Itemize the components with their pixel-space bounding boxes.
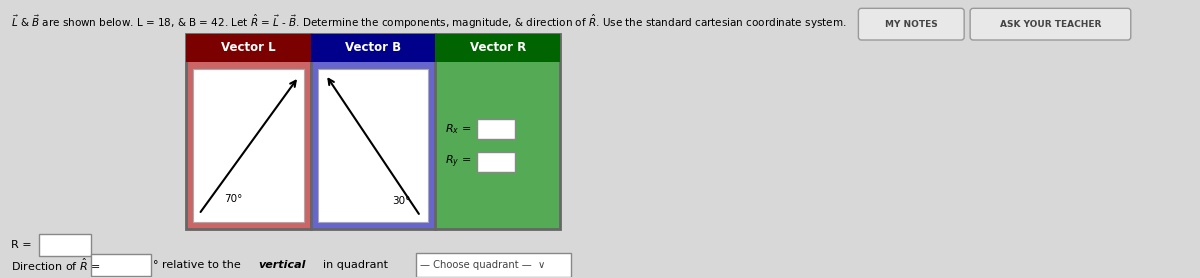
Text: ASK YOUR TEACHER: ASK YOUR TEACHER	[1000, 20, 1102, 29]
Text: $\vec{L}$ & $\vec{B}$ are shown below. L = 18, & B = 42. Let $\hat{R}$ = $\vec{L: $\vec{L}$ & $\vec{B}$ are shown below. L…	[11, 13, 847, 31]
FancyBboxPatch shape	[478, 152, 515, 172]
FancyBboxPatch shape	[186, 34, 311, 62]
Text: in quadrant: in quadrant	[323, 260, 388, 270]
FancyBboxPatch shape	[40, 234, 91, 256]
Text: — Choose quadrant —  ∨: — Choose quadrant — ∨	[420, 260, 546, 270]
Text: Direction of $\hat{R}$ =: Direction of $\hat{R}$ =	[11, 257, 101, 273]
FancyBboxPatch shape	[436, 34, 560, 229]
Text: MY NOTES: MY NOTES	[884, 20, 937, 29]
FancyBboxPatch shape	[91, 254, 151, 275]
Text: vertical: vertical	[259, 260, 306, 270]
Text: $R_y$ =: $R_y$ =	[445, 154, 472, 170]
FancyBboxPatch shape	[318, 69, 428, 222]
Text: 70°: 70°	[224, 194, 242, 204]
Text: Vector B: Vector B	[344, 41, 401, 54]
FancyBboxPatch shape	[858, 8, 964, 40]
Text: ° relative to the: ° relative to the	[154, 260, 241, 270]
Text: Vector L: Vector L	[221, 41, 276, 54]
Text: 30°: 30°	[392, 196, 410, 206]
FancyBboxPatch shape	[436, 34, 560, 62]
Text: $R_x$ =: $R_x$ =	[445, 122, 472, 135]
FancyBboxPatch shape	[970, 8, 1130, 40]
Text: Vector R: Vector R	[469, 41, 526, 54]
FancyBboxPatch shape	[311, 34, 436, 229]
FancyBboxPatch shape	[311, 34, 436, 62]
FancyBboxPatch shape	[416, 253, 571, 277]
Text: R =: R =	[11, 240, 32, 250]
FancyBboxPatch shape	[186, 34, 311, 229]
FancyBboxPatch shape	[478, 119, 515, 138]
FancyBboxPatch shape	[193, 69, 304, 222]
